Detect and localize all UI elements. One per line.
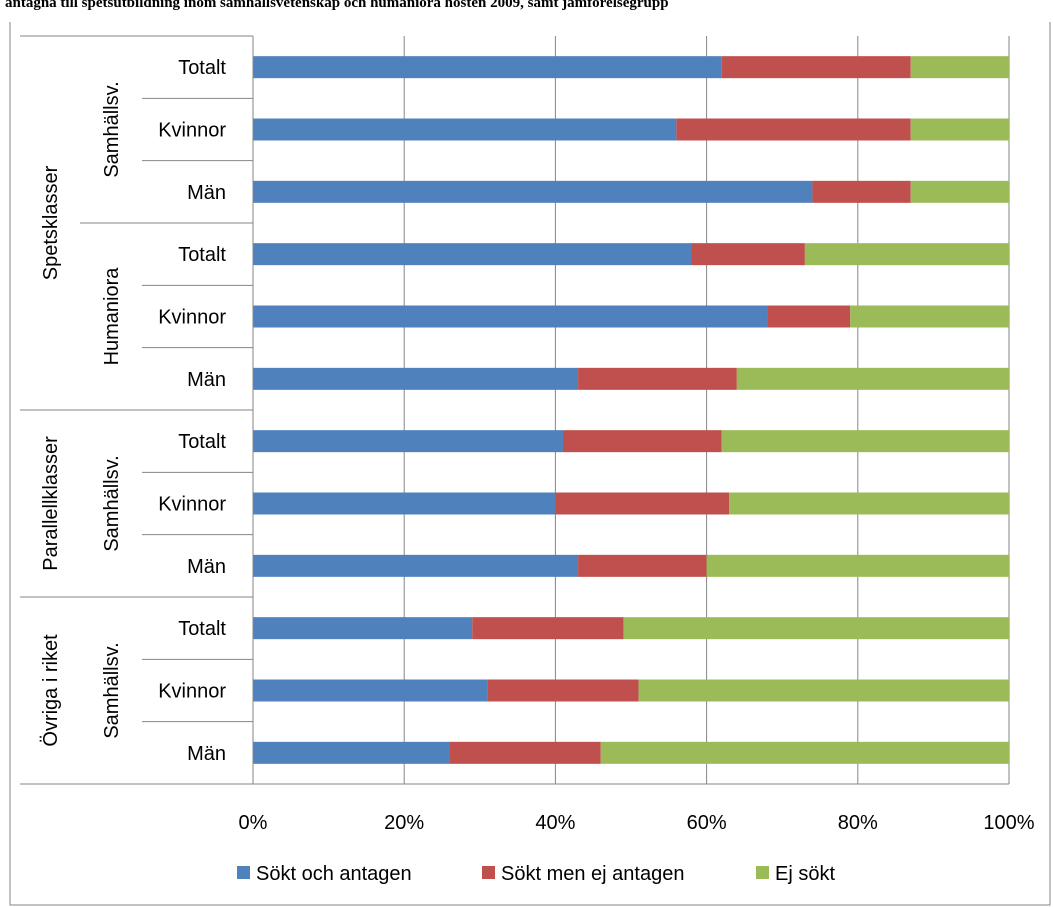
x-tick-label: 60% [687,812,727,834]
category-label: Kvinnor [158,494,226,516]
category-label: Kvinnor [158,307,226,329]
category-label: Män [187,369,226,391]
category-label: Totalt [178,244,226,266]
bar-segment [691,243,805,266]
bar-segment [253,741,450,764]
chart-title-text: antagna till spetsutbildning inom samhäl… [5,0,669,11]
bar-segment [638,679,1009,702]
bar-segment [623,617,1009,640]
inner-group-label: Samhällsv. [101,81,123,177]
category-label: Kvinnor [158,681,226,703]
inner-group-label: Samhällsv. [101,455,123,551]
bar-segment [253,367,579,390]
category-label: Totalt [178,431,226,453]
bar-segment [804,243,1009,266]
x-tick-label: 0% [239,812,268,834]
bar-segment [850,305,1009,328]
bar-segment [253,430,563,453]
bar-segment [253,554,579,577]
bar-segment [736,367,1009,390]
bar-segment [729,492,1009,515]
bar-segment [600,741,1009,764]
outer-group-label: Parallellklasser [40,436,62,571]
bar-segment [910,180,1009,203]
category-label: Totalt [178,618,226,640]
legend-swatch [756,866,769,879]
bar-segment [721,56,911,79]
bar-segment [253,305,768,328]
category-label: Kvinnor [158,120,226,142]
legend-label: Sökt men ej antagen [501,863,684,885]
bar-segment [562,430,722,453]
bar-segment [253,492,556,515]
inner-group-label: Samhällsv. [101,642,123,738]
grid-lines [252,36,1010,784]
bar-segment [487,679,639,702]
category-label: Totalt [178,57,226,79]
legend-swatch [482,866,495,879]
category-label: Män [187,743,226,765]
bar-segment [253,617,473,640]
bar-segment [253,180,813,203]
bar-segment [676,118,911,141]
outer-group-label: Spetsklasser [40,165,62,280]
bars [253,56,1009,764]
chart-title: antagna till spetsutbildning inom samhäl… [0,0,1053,22]
bar-segment [253,118,677,141]
bar-segment [555,492,730,515]
x-tick-label: 20% [384,812,424,834]
legend-label: Ej sökt [775,863,835,885]
bar-segment [472,617,624,640]
bar-segment [706,554,1009,577]
legend-swatch [237,866,250,879]
legend: Sökt och antagen Sökt men ej antagen Ej sö… [237,863,835,885]
legend-label: Sökt och antagen [256,863,412,885]
category-label: Män [187,182,226,204]
bar-segment [253,243,692,266]
outer-group-label: Övriga i riket [40,634,62,747]
x-tick-label: 40% [535,812,575,834]
bar-segment [578,554,707,577]
axes [20,35,1009,785]
chart-border [9,14,1051,906]
x-tick-label: 100% [983,812,1034,834]
x-tick-label: 80% [838,812,878,834]
bar-segment [721,430,1009,453]
bar-segment [449,741,601,764]
bar-segment [253,679,488,702]
bar-segment [767,305,851,328]
bar-segment [253,56,722,79]
x-tick-labels: 0% 20% 40% 60% 80% 100% [239,812,1035,834]
bar-segment [578,367,737,390]
bar-segment [910,56,1009,79]
bar-segment [812,180,911,203]
inner-group-label: Humaniora [101,267,123,366]
category-label: Män [187,556,226,578]
category-labels: Totalt Kvinnor Män Totalt Kvinnor Män Totalt Kv… [40,57,226,765]
bar-segment [910,118,1009,141]
